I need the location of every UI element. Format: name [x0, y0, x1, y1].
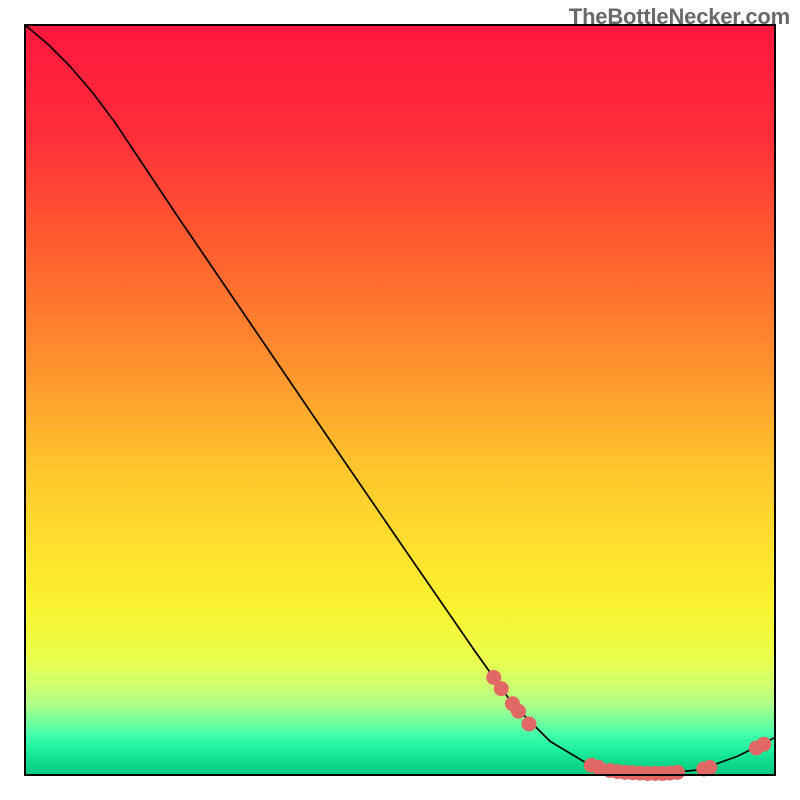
- chart-background: [25, 25, 775, 775]
- data-marker: [702, 760, 717, 775]
- watermark-text: TheBottleNecker.com: [569, 4, 790, 30]
- data-marker: [670, 765, 685, 780]
- bottleneck-chart: TheBottleNecker.com: [0, 0, 800, 800]
- data-marker: [522, 717, 537, 732]
- data-marker: [494, 681, 509, 696]
- data-marker: [756, 737, 771, 752]
- chart-svg: [0, 0, 800, 800]
- data-marker: [511, 704, 526, 719]
